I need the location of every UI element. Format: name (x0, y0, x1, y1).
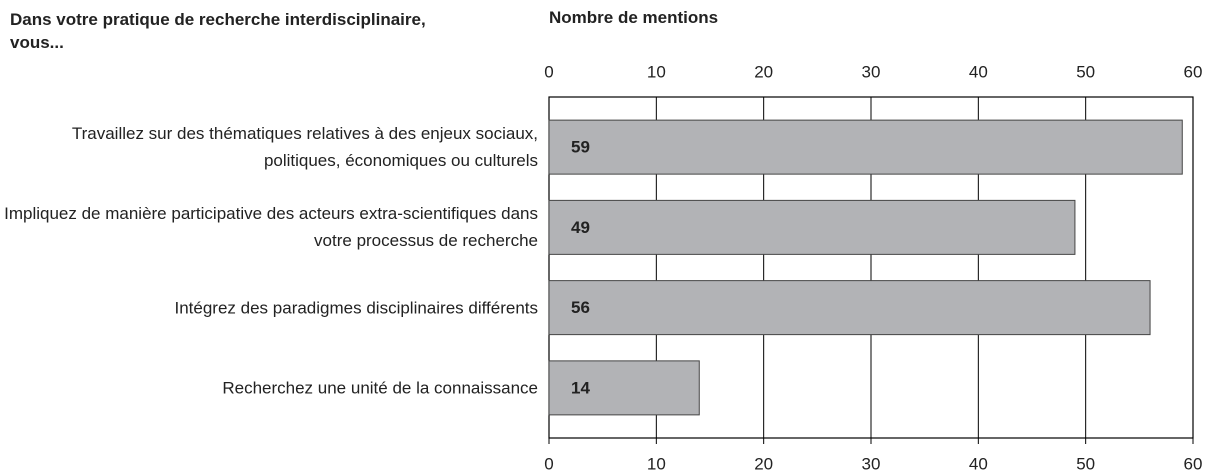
value-label: 56 (571, 298, 590, 317)
x-tick-label: 40 (969, 62, 988, 81)
x-tick-label: 60 (1184, 454, 1203, 473)
x-tick-label: 20 (754, 454, 773, 473)
category-label: Recherchez une unité de la connaissance (222, 378, 538, 398)
x-tick-label: 30 (862, 62, 881, 81)
x-tick-label: 20 (754, 62, 773, 81)
category-label: Impliquez de manière participative des a… (4, 204, 538, 251)
value-label: 59 (571, 138, 590, 157)
bar (548, 280, 1151, 336)
bar (548, 360, 700, 416)
x-tick-label: 30 (862, 454, 881, 473)
value-label: 49 (571, 218, 590, 237)
value-label: 14 (571, 378, 590, 397)
x-tick-label: 0 (544, 62, 553, 81)
x-tick-label: 50 (1076, 62, 1095, 81)
category-label: Intégrez des paradigmes disciplinaires d… (174, 298, 539, 318)
x-tick-label: 0 (544, 454, 553, 473)
x-tick-label: 50 (1076, 454, 1095, 473)
category-label: Travaillez sur des thématiques relatives… (71, 124, 538, 171)
x-tick-label: 60 (1184, 62, 1203, 81)
plot-frame (548, 96, 1194, 439)
x-tick-label: 10 (647, 62, 666, 81)
chart-title: Dans votre pratique de recherche interdi… (10, 10, 426, 52)
bar (548, 119, 1183, 175)
bar (548, 199, 1076, 255)
x-tick-label: 40 (969, 454, 988, 473)
x-axis-label: Nombre de mentions (549, 8, 719, 27)
x-tick-label: 10 (647, 454, 666, 473)
